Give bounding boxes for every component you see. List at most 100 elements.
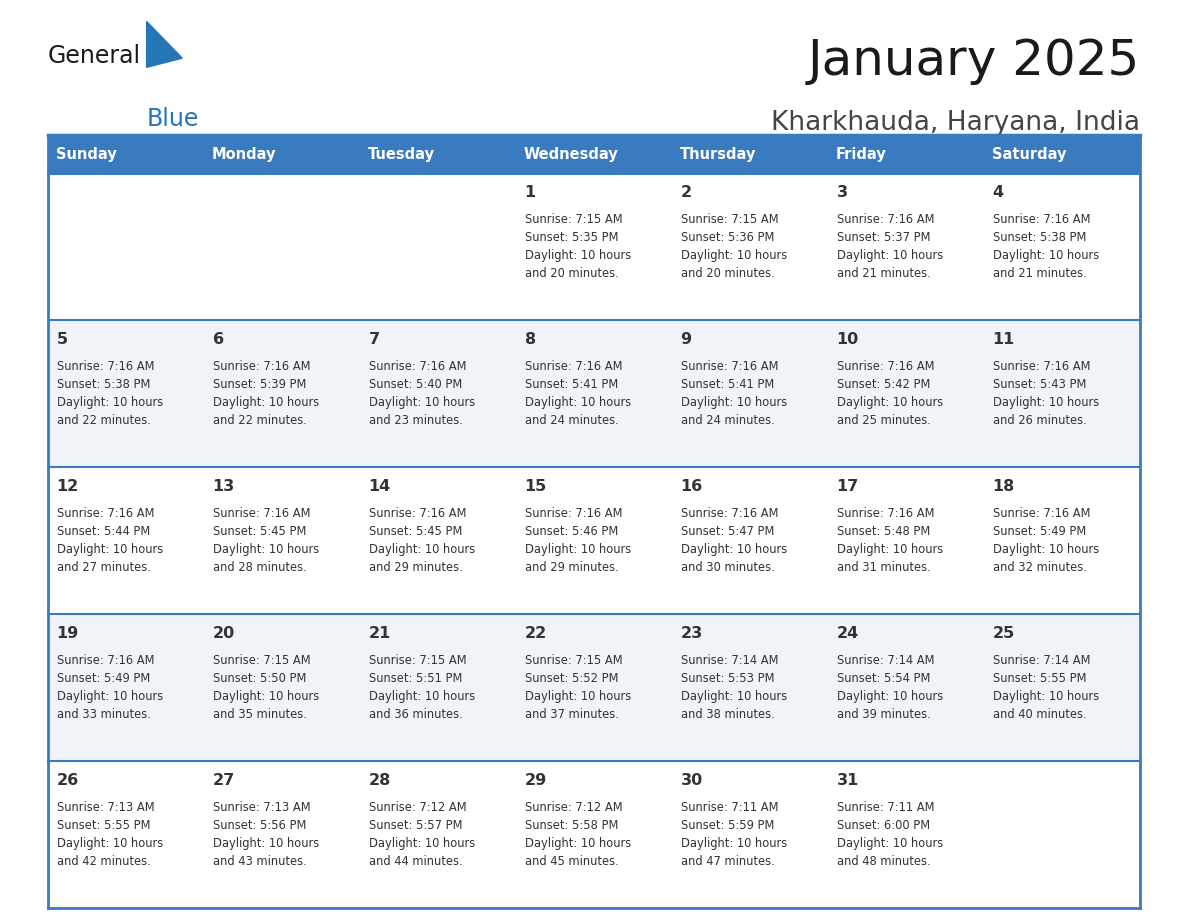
Text: Sunrise: 7:16 AM
Sunset: 5:45 PM
Daylight: 10 hours
and 28 minutes.: Sunrise: 7:16 AM Sunset: 5:45 PM Dayligh… <box>213 507 318 574</box>
FancyBboxPatch shape <box>672 135 828 174</box>
FancyBboxPatch shape <box>204 467 360 614</box>
Text: 23: 23 <box>681 626 703 641</box>
Text: Sunday: Sunday <box>56 147 116 162</box>
Text: Sunrise: 7:15 AM
Sunset: 5:35 PM
Daylight: 10 hours
and 20 minutes.: Sunrise: 7:15 AM Sunset: 5:35 PM Dayligh… <box>525 213 631 280</box>
FancyBboxPatch shape <box>360 614 516 761</box>
Text: 1: 1 <box>525 185 536 200</box>
FancyBboxPatch shape <box>48 614 204 761</box>
FancyBboxPatch shape <box>204 761 360 908</box>
FancyBboxPatch shape <box>360 467 516 614</box>
Text: 16: 16 <box>681 479 703 494</box>
Text: Sunrise: 7:16 AM
Sunset: 5:41 PM
Daylight: 10 hours
and 24 minutes.: Sunrise: 7:16 AM Sunset: 5:41 PM Dayligh… <box>525 360 631 427</box>
Text: Sunrise: 7:11 AM
Sunset: 5:59 PM
Daylight: 10 hours
and 47 minutes.: Sunrise: 7:11 AM Sunset: 5:59 PM Dayligh… <box>681 800 786 868</box>
Text: 4: 4 <box>993 185 1004 200</box>
Text: Sunrise: 7:16 AM
Sunset: 5:43 PM
Daylight: 10 hours
and 26 minutes.: Sunrise: 7:16 AM Sunset: 5:43 PM Dayligh… <box>993 360 1099 427</box>
FancyBboxPatch shape <box>984 135 1140 174</box>
FancyBboxPatch shape <box>48 761 204 908</box>
FancyBboxPatch shape <box>516 174 672 320</box>
Text: 10: 10 <box>836 332 859 347</box>
Text: 6: 6 <box>213 332 223 347</box>
Text: Sunrise: 7:16 AM
Sunset: 5:38 PM
Daylight: 10 hours
and 21 minutes.: Sunrise: 7:16 AM Sunset: 5:38 PM Dayligh… <box>993 213 1099 280</box>
Text: General: General <box>48 44 141 68</box>
Text: 21: 21 <box>368 626 391 641</box>
FancyBboxPatch shape <box>672 761 828 908</box>
Text: Sunrise: 7:16 AM
Sunset: 5:47 PM
Daylight: 10 hours
and 30 minutes.: Sunrise: 7:16 AM Sunset: 5:47 PM Dayligh… <box>681 507 786 574</box>
FancyBboxPatch shape <box>516 320 672 467</box>
Text: Sunrise: 7:12 AM
Sunset: 5:57 PM
Daylight: 10 hours
and 44 minutes.: Sunrise: 7:12 AM Sunset: 5:57 PM Dayligh… <box>368 800 475 868</box>
Text: Sunrise: 7:13 AM
Sunset: 5:55 PM
Daylight: 10 hours
and 42 minutes.: Sunrise: 7:13 AM Sunset: 5:55 PM Dayligh… <box>57 800 163 868</box>
Text: January 2025: January 2025 <box>808 37 1140 84</box>
Text: Sunrise: 7:16 AM
Sunset: 5:44 PM
Daylight: 10 hours
and 27 minutes.: Sunrise: 7:16 AM Sunset: 5:44 PM Dayligh… <box>57 507 163 574</box>
Text: Sunrise: 7:15 AM
Sunset: 5:51 PM
Daylight: 10 hours
and 36 minutes.: Sunrise: 7:15 AM Sunset: 5:51 PM Dayligh… <box>368 654 475 721</box>
FancyBboxPatch shape <box>48 467 204 614</box>
Text: 9: 9 <box>681 332 691 347</box>
Text: 12: 12 <box>57 479 78 494</box>
FancyBboxPatch shape <box>984 320 1140 467</box>
FancyBboxPatch shape <box>516 135 672 174</box>
Text: Sunrise: 7:16 AM
Sunset: 5:48 PM
Daylight: 10 hours
and 31 minutes.: Sunrise: 7:16 AM Sunset: 5:48 PM Dayligh… <box>836 507 943 574</box>
Text: Sunrise: 7:15 AM
Sunset: 5:50 PM
Daylight: 10 hours
and 35 minutes.: Sunrise: 7:15 AM Sunset: 5:50 PM Dayligh… <box>213 654 318 721</box>
FancyBboxPatch shape <box>984 174 1140 320</box>
Text: Thursday: Thursday <box>680 147 757 162</box>
Text: 17: 17 <box>836 479 859 494</box>
Text: Tuesday: Tuesday <box>368 147 435 162</box>
FancyBboxPatch shape <box>516 761 672 908</box>
FancyBboxPatch shape <box>828 467 984 614</box>
Text: Sunrise: 7:14 AM
Sunset: 5:54 PM
Daylight: 10 hours
and 39 minutes.: Sunrise: 7:14 AM Sunset: 5:54 PM Dayligh… <box>836 654 943 721</box>
Text: 31: 31 <box>836 773 859 788</box>
Text: 27: 27 <box>213 773 235 788</box>
FancyBboxPatch shape <box>360 135 516 174</box>
Text: Sunrise: 7:16 AM
Sunset: 5:49 PM
Daylight: 10 hours
and 33 minutes.: Sunrise: 7:16 AM Sunset: 5:49 PM Dayligh… <box>57 654 163 721</box>
FancyBboxPatch shape <box>360 761 516 908</box>
Text: 28: 28 <box>368 773 391 788</box>
FancyBboxPatch shape <box>828 761 984 908</box>
FancyBboxPatch shape <box>828 174 984 320</box>
Text: 26: 26 <box>57 773 78 788</box>
FancyBboxPatch shape <box>672 467 828 614</box>
FancyBboxPatch shape <box>672 614 828 761</box>
Text: Sunrise: 7:16 AM
Sunset: 5:45 PM
Daylight: 10 hours
and 29 minutes.: Sunrise: 7:16 AM Sunset: 5:45 PM Dayligh… <box>368 507 475 574</box>
Text: Sunrise: 7:11 AM
Sunset: 6:00 PM
Daylight: 10 hours
and 48 minutes.: Sunrise: 7:11 AM Sunset: 6:00 PM Dayligh… <box>836 800 943 868</box>
FancyBboxPatch shape <box>828 614 984 761</box>
Text: Sunrise: 7:16 AM
Sunset: 5:40 PM
Daylight: 10 hours
and 23 minutes.: Sunrise: 7:16 AM Sunset: 5:40 PM Dayligh… <box>368 360 475 427</box>
FancyBboxPatch shape <box>48 174 204 320</box>
Text: Sunrise: 7:13 AM
Sunset: 5:56 PM
Daylight: 10 hours
and 43 minutes.: Sunrise: 7:13 AM Sunset: 5:56 PM Dayligh… <box>213 800 318 868</box>
Text: Sunrise: 7:16 AM
Sunset: 5:39 PM
Daylight: 10 hours
and 22 minutes.: Sunrise: 7:16 AM Sunset: 5:39 PM Dayligh… <box>213 360 318 427</box>
Text: Sunrise: 7:16 AM
Sunset: 5:37 PM
Daylight: 10 hours
and 21 minutes.: Sunrise: 7:16 AM Sunset: 5:37 PM Dayligh… <box>836 213 943 280</box>
FancyBboxPatch shape <box>672 320 828 467</box>
Text: 2: 2 <box>681 185 691 200</box>
FancyBboxPatch shape <box>672 174 828 320</box>
Text: 22: 22 <box>525 626 546 641</box>
FancyBboxPatch shape <box>360 174 516 320</box>
Text: Sunrise: 7:15 AM
Sunset: 5:36 PM
Daylight: 10 hours
and 20 minutes.: Sunrise: 7:15 AM Sunset: 5:36 PM Dayligh… <box>681 213 786 280</box>
Text: 14: 14 <box>368 479 391 494</box>
Polygon shape <box>146 21 182 67</box>
FancyBboxPatch shape <box>828 320 984 467</box>
FancyBboxPatch shape <box>48 135 204 174</box>
Text: 7: 7 <box>368 332 380 347</box>
Text: Sunrise: 7:15 AM
Sunset: 5:52 PM
Daylight: 10 hours
and 37 minutes.: Sunrise: 7:15 AM Sunset: 5:52 PM Dayligh… <box>525 654 631 721</box>
FancyBboxPatch shape <box>984 614 1140 761</box>
FancyBboxPatch shape <box>516 614 672 761</box>
Text: Wednesday: Wednesday <box>524 147 619 162</box>
Text: Sunrise: 7:16 AM
Sunset: 5:41 PM
Daylight: 10 hours
and 24 minutes.: Sunrise: 7:16 AM Sunset: 5:41 PM Dayligh… <box>681 360 786 427</box>
FancyBboxPatch shape <box>204 135 360 174</box>
Text: 25: 25 <box>993 626 1015 641</box>
Text: Sunrise: 7:16 AM
Sunset: 5:42 PM
Daylight: 10 hours
and 25 minutes.: Sunrise: 7:16 AM Sunset: 5:42 PM Dayligh… <box>836 360 943 427</box>
Text: Sunrise: 7:16 AM
Sunset: 5:46 PM
Daylight: 10 hours
and 29 minutes.: Sunrise: 7:16 AM Sunset: 5:46 PM Dayligh… <box>525 507 631 574</box>
Text: Friday: Friday <box>836 147 886 162</box>
FancyBboxPatch shape <box>48 320 204 467</box>
FancyBboxPatch shape <box>516 467 672 614</box>
Text: 8: 8 <box>525 332 536 347</box>
Text: 3: 3 <box>836 185 848 200</box>
Text: 29: 29 <box>525 773 546 788</box>
FancyBboxPatch shape <box>360 320 516 467</box>
Text: 5: 5 <box>57 332 68 347</box>
Text: 11: 11 <box>993 332 1015 347</box>
FancyBboxPatch shape <box>204 320 360 467</box>
Text: 15: 15 <box>525 479 546 494</box>
Text: 18: 18 <box>993 479 1015 494</box>
FancyBboxPatch shape <box>828 135 984 174</box>
Text: Saturday: Saturday <box>992 147 1067 162</box>
Text: Sunrise: 7:16 AM
Sunset: 5:49 PM
Daylight: 10 hours
and 32 minutes.: Sunrise: 7:16 AM Sunset: 5:49 PM Dayligh… <box>993 507 1099 574</box>
